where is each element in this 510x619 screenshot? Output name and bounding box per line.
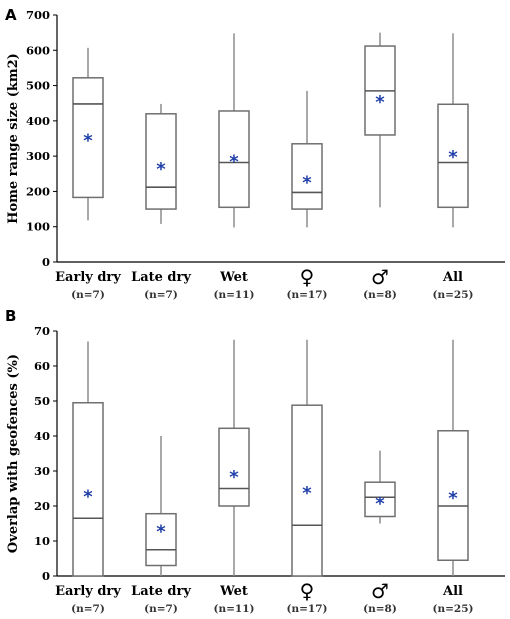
- a-mean-marker-3: *: [302, 173, 312, 194]
- b-y-tick-label-2: 20: [34, 499, 50, 513]
- b-y-tick-label-6: 60: [34, 359, 50, 373]
- b-y-tick-label-7: 70: [34, 324, 50, 338]
- b-n-label-0: (n=7): [71, 603, 105, 615]
- a-box-5: [437, 103, 469, 209]
- panel-a-letter: A: [5, 6, 17, 24]
- a-box-1: [145, 113, 177, 210]
- a-n-label-0: (n=7): [71, 289, 105, 301]
- b-y-tick-label-4: 40: [34, 429, 50, 443]
- b-y-tick-label-0: 0: [42, 569, 50, 583]
- b-category-label-1: Late dry: [131, 584, 191, 599]
- b-category-label-5: All: [442, 584, 463, 599]
- a-y-tick-label-3: 300: [26, 149, 50, 163]
- a-box-3: [291, 143, 323, 210]
- a-mean-marker-4: *: [375, 92, 385, 113]
- b-n-label-5: (n=25): [433, 603, 474, 615]
- a-mean-marker-5: *: [448, 147, 458, 168]
- a-y-tick-label-5: 500: [26, 79, 50, 93]
- b-mean-marker-0: *: [83, 486, 93, 507]
- a-n-label-2: (n=11): [214, 289, 255, 301]
- a-y-tick-label-2: 200: [26, 184, 50, 198]
- b-y-tick-label-5: 50: [34, 394, 50, 408]
- b-box-4: [364, 481, 396, 518]
- a-y-tick-label-6: 600: [26, 43, 50, 57]
- a-y-axis-label: Home range size (km2): [6, 53, 21, 224]
- b-n-label-2: (n=11): [214, 603, 255, 615]
- a-category-label-3: ♀: [300, 265, 315, 289]
- a-n-label-1: (n=7): [144, 289, 178, 301]
- b-n-label-3: (n=17): [287, 603, 328, 615]
- b-box-2: [218, 427, 250, 507]
- b-category-label-3: ♀: [300, 579, 315, 603]
- a-mean-marker-1: *: [156, 159, 166, 180]
- a-y-tick-label-7: 700: [26, 8, 50, 22]
- b-category-label-2: Wet: [219, 584, 248, 599]
- a-n-label-5: (n=25): [433, 289, 474, 301]
- a-box-0: [72, 77, 104, 199]
- b-y-tick-label-3: 30: [34, 464, 50, 478]
- b-mean-marker-3: *: [302, 483, 312, 504]
- a-y-tick-label-1: 100: [26, 220, 50, 234]
- a-mean-marker-0: *: [83, 130, 93, 151]
- a-n-label-4: (n=8): [363, 289, 397, 301]
- a-y-tick-label-0: 0: [42, 255, 50, 269]
- b-box-5: [437, 430, 469, 561]
- a-category-label-1: Late dry: [131, 270, 191, 285]
- panel-b-overlap: B 0 10 20 30 40 50 60 70 Overlap with geofences …: [5, 307, 505, 615]
- panel-b-letter: B: [5, 307, 16, 325]
- b-mean-marker-5: *: [448, 488, 458, 509]
- b-box-1: [145, 512, 177, 567]
- a-box-2: [218, 110, 250, 209]
- a-category-label-5: All: [442, 270, 463, 285]
- b-y-tick-label-1: 10: [34, 534, 50, 548]
- a-category-label-4: ♂: [371, 265, 389, 289]
- b-mean-marker-4: *: [375, 493, 385, 514]
- a-n-label-3: (n=17): [287, 289, 328, 301]
- b-mean-marker-1: *: [156, 521, 166, 542]
- b-mean-marker-2: *: [229, 467, 239, 488]
- a-mean-marker-2: *: [229, 151, 239, 172]
- b-n-label-4: (n=8): [363, 603, 397, 615]
- b-box-0: [72, 402, 104, 577]
- b-y-axis-label: Overlap with geofences (%): [6, 354, 21, 553]
- panel-a-home-range: A 0 100 200 300 400 500 600 700 Home range size …: [5, 6, 505, 301]
- b-box-3: [291, 404, 323, 577]
- b-category-label-0: Early dry: [55, 584, 121, 599]
- b-category-label-4: ♂: [371, 579, 389, 603]
- a-y-tick-label-4: 400: [26, 114, 50, 128]
- b-n-label-1: (n=7): [144, 603, 178, 615]
- a-category-label-0: Early dry: [55, 270, 121, 285]
- a-category-label-2: Wet: [219, 270, 248, 285]
